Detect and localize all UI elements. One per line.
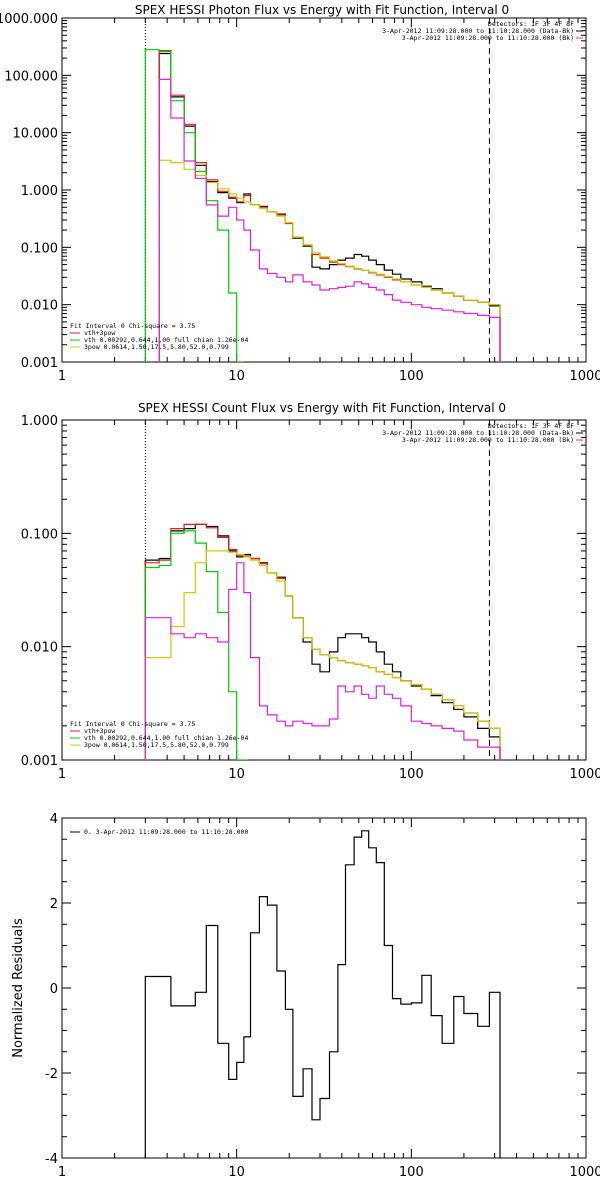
- series-line-1: [158, 50, 501, 362]
- photon-flux-panel: SPEX HESSI Photon Flux vs Energy with Fi…: [0, 3, 600, 384]
- y-tick-label: 100.000: [4, 69, 58, 84]
- x-tick-label: 100: [399, 369, 424, 384]
- series-clip: [144, 420, 501, 760]
- detector-header: Detectors: 1F 3F 4F 8F3-Apr-2012 11:09:2…: [382, 20, 583, 42]
- x-tick-label: 1: [58, 1165, 66, 1180]
- y-axis-label: Normalized Residuals: [11, 918, 26, 1058]
- x-tick-label: 100: [399, 1165, 424, 1180]
- x-tick-label: 1000: [569, 369, 600, 384]
- series-line-2: [144, 530, 248, 760]
- y-tick-label: 0.100: [21, 527, 58, 542]
- y-tick-label: 2: [50, 897, 58, 912]
- count-flux-panel: SPEX HESSI Count Flux vs Energy with Fit…: [21, 401, 600, 782]
- y-tick-label: 1000.000: [0, 12, 58, 27]
- y-tick-label: -4: [45, 1152, 58, 1167]
- header-line: 3-Apr-2012 11:09:28.000 to 11:10:28.000 …: [382, 429, 574, 437]
- y-tick-label: 0.100: [21, 241, 58, 256]
- y-tick-label: 0.001: [21, 754, 58, 769]
- series-group: [144, 18, 501, 362]
- y-tick-label: 4: [50, 812, 58, 827]
- x-tick-label: 10: [228, 369, 245, 384]
- series-group: [144, 420, 501, 760]
- series-line-4: [158, 78, 501, 362]
- series-line-1: [144, 523, 501, 760]
- header-line: 3-Apr-2012 11:09:28.000 to 11:10:28.000 …: [402, 436, 574, 444]
- x-tick-label: 1000: [569, 1165, 600, 1180]
- y-tick-label: 0.001: [21, 356, 58, 371]
- header-line: 3-Apr-2012 11:09:28.000 to 11:10:28.000 …: [402, 34, 574, 42]
- x-tick-label: 10: [228, 1165, 245, 1180]
- header-line: Detectors: 1F 3F 4F 8F: [488, 422, 574, 430]
- x-tick-label: 1000: [569, 767, 600, 782]
- detector-header: Detectors: 1F 3F 4F 8F3-Apr-2012 11:09:2…: [382, 422, 583, 444]
- plot-frame: [61, 419, 587, 761]
- axis-ticks: 1 10 100 1000 -4 -2 0 2 4: [45, 812, 600, 1180]
- series-line-3: [144, 550, 501, 760]
- legend-entry: vth 0.00292,0.644,1.00 full chian 1.26e-…: [84, 734, 248, 742]
- x-tick-label: 10: [228, 767, 245, 782]
- residuals-panel: Normalized Residuals 1 10 100 1000 -4 -2 0 2 4 0…: [11, 812, 600, 1180]
- y-tick-label: 1.000: [21, 184, 58, 199]
- legend-entry: 3pow 0.0614,1.50,17.5,5.80,52.0,0.799: [84, 741, 229, 749]
- axis-ticks: 1 10 100 1000 0.001 0.010 0.100 1.000 10.000 100.…: [0, 12, 600, 384]
- series-line-3: [158, 159, 501, 362]
- panel-title: SPEX HESSI Photon Flux vs Energy with Fi…: [135, 3, 509, 17]
- header-line: 3-Apr-2012 11:09:28.000 to 11:10:28.000 …: [382, 27, 574, 35]
- series-line-0: [144, 523, 501, 760]
- y-tick-label: 10.000: [13, 127, 59, 142]
- y-tick-label: 1.000: [21, 414, 58, 429]
- series-line-4: [144, 562, 501, 760]
- series-clip: [144, 830, 501, 1158]
- x-tick-label: 1: [58, 767, 66, 782]
- legend: Fit Interval 0 Chi-square = 3.75vth+3pow…: [70, 720, 248, 749]
- legend-entry: 0. 3-Apr-2012 11:09:28.000 to 11:10:28.0…: [84, 828, 248, 836]
- y-tick-label: -2: [45, 1067, 58, 1082]
- series-group: [144, 830, 501, 1158]
- series-line-0: [158, 52, 501, 362]
- legend-entry: Fit Interval 0 Chi-square = 3.75: [70, 720, 195, 728]
- legend: 0. 3-Apr-2012 11:09:28.000 to 11:10:28.0…: [70, 828, 248, 836]
- plot-frame: [61, 817, 587, 1159]
- legend-entry: vth+3pow: [84, 727, 115, 735]
- header-line: Detectors: 1F 3F 4F 8F: [488, 20, 574, 28]
- y-tick-label: 0.010: [21, 641, 58, 656]
- legend-entry: vth 0.00292,0.644,1.00 full chian 1.26e-…: [84, 336, 248, 344]
- y-tick-label: 0.010: [21, 299, 58, 314]
- legend-entry: 3pow 0.0614,1.50,17.5,5.80,52.0,0.799: [84, 343, 229, 351]
- x-tick-label: 100: [399, 767, 424, 782]
- y-tick-label: 0: [50, 982, 58, 997]
- axis-ticks: 1 10 100 1000 0.001 0.010 0.100 1.000: [21, 414, 600, 782]
- panel-title: SPEX HESSI Count Flux vs Energy with Fit…: [138, 401, 506, 415]
- x-tick-label: 1: [58, 369, 66, 384]
- legend: Fit Interval 0 Chi-square = 3.75vth+3pow…: [70, 322, 248, 351]
- legend-entry: vth+3pow: [84, 329, 115, 337]
- legend-entry: Fit Interval 0 Chi-square = 3.75: [70, 322, 195, 330]
- series-clip: [144, 18, 501, 362]
- series-line-0: [144, 830, 501, 1158]
- plot-frame: [61, 17, 587, 363]
